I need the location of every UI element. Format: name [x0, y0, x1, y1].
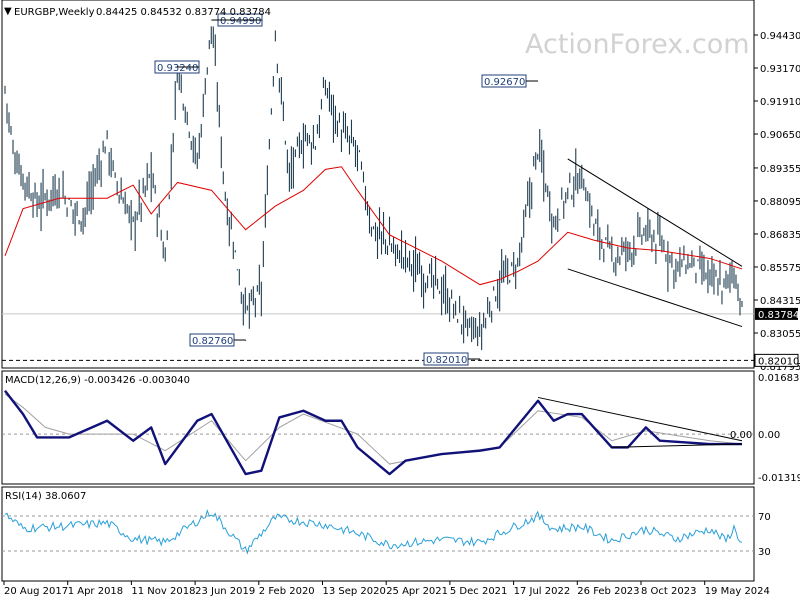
chart-ohlc: 0.84425 0.84532 0.83774 0.83784: [96, 7, 271, 18]
macd-signal-line: [4, 393, 743, 465]
rsi-tick-label: 30: [758, 547, 771, 558]
macd-trend-line: [537, 396, 743, 442]
macd-tick-label: -0.013195: [758, 473, 800, 484]
x-tick-label: 8 Oct 2023: [641, 586, 696, 597]
price-tick-label: 0.83055: [760, 329, 800, 340]
price-tick-label: 0.86835: [760, 230, 800, 241]
price-callout-label: 0.82010: [426, 355, 467, 366]
x-tick-label: 5 Dec 2021: [450, 586, 508, 597]
x-tick-label: 26 Feb 2023: [577, 586, 639, 597]
x-tick-label: 25 Apr 2021: [386, 586, 448, 597]
chart-symbol-icon: ▼: [4, 6, 12, 17]
price-callout-label: 0.94990: [220, 16, 261, 27]
price-callout-label: 0.82760: [192, 336, 233, 347]
rsi-label: RSI(14) 38.0607: [5, 491, 86, 502]
price-tick-label: 0.84315: [760, 296, 800, 307]
price-tick-label: 0.90650: [760, 130, 800, 141]
rsi-line: [4, 508, 743, 555]
macd-label: MACD(12,26,9) -0.003426 -0.003040: [5, 375, 190, 386]
macd-tick-label: 0.016838: [758, 373, 800, 384]
support-price-label: 0.82010: [758, 356, 799, 367]
macd-inner-tick-label: 0.00: [730, 430, 752, 441]
price-tick-label: 0.88095: [760, 197, 800, 208]
rsi-tick-label: 70: [758, 512, 771, 523]
current-price-label: 0.83784: [758, 310, 799, 321]
macd-trend-line: [611, 443, 743, 448]
current-price-box: [755, 307, 798, 320]
channel-trend-line: [567, 268, 743, 328]
x-tick-label: 11 Nov 2018: [131, 586, 195, 597]
price-panel-frame: [1, 0, 755, 369]
x-tick-label: 13 Sep 2020: [323, 586, 386, 597]
support-box: [754, 353, 799, 367]
x-tick-label: 23 Jun 2019: [195, 586, 255, 597]
price-tick-label: 0.93170: [760, 64, 800, 75]
x-tick-label: 1 Apr 2018: [68, 586, 123, 597]
macd-tick-label: 0.00: [758, 430, 780, 441]
price-tick-label: 0.81795: [760, 362, 800, 373]
x-tick-label: 20 Aug 2017: [4, 586, 68, 597]
rsi-panel-frame: [1, 486, 755, 582]
price-tick-label: 0.85575: [760, 263, 800, 274]
price-callout-label: 0.92670: [484, 77, 525, 88]
price-tick-label: 0.89355: [760, 164, 800, 175]
moving-average-line: [4, 166, 743, 286]
macd-line: [4, 390, 742, 476]
price-tick-label: 0.91910: [760, 97, 800, 108]
channel-trend-line: [567, 158, 743, 267]
watermark: ActionForex.com: [525, 29, 750, 60]
x-tick-label: 2 Feb 2020: [259, 586, 315, 597]
x-tick-label: 19 May 2024: [705, 586, 770, 597]
chart-symbol: EURGBP,Weekly: [14, 7, 95, 18]
price-callout-label: 0.93240: [157, 63, 198, 74]
price-tick-label: 0.94430: [760, 31, 800, 42]
x-tick-label: 17 Jul 2022: [514, 586, 571, 597]
